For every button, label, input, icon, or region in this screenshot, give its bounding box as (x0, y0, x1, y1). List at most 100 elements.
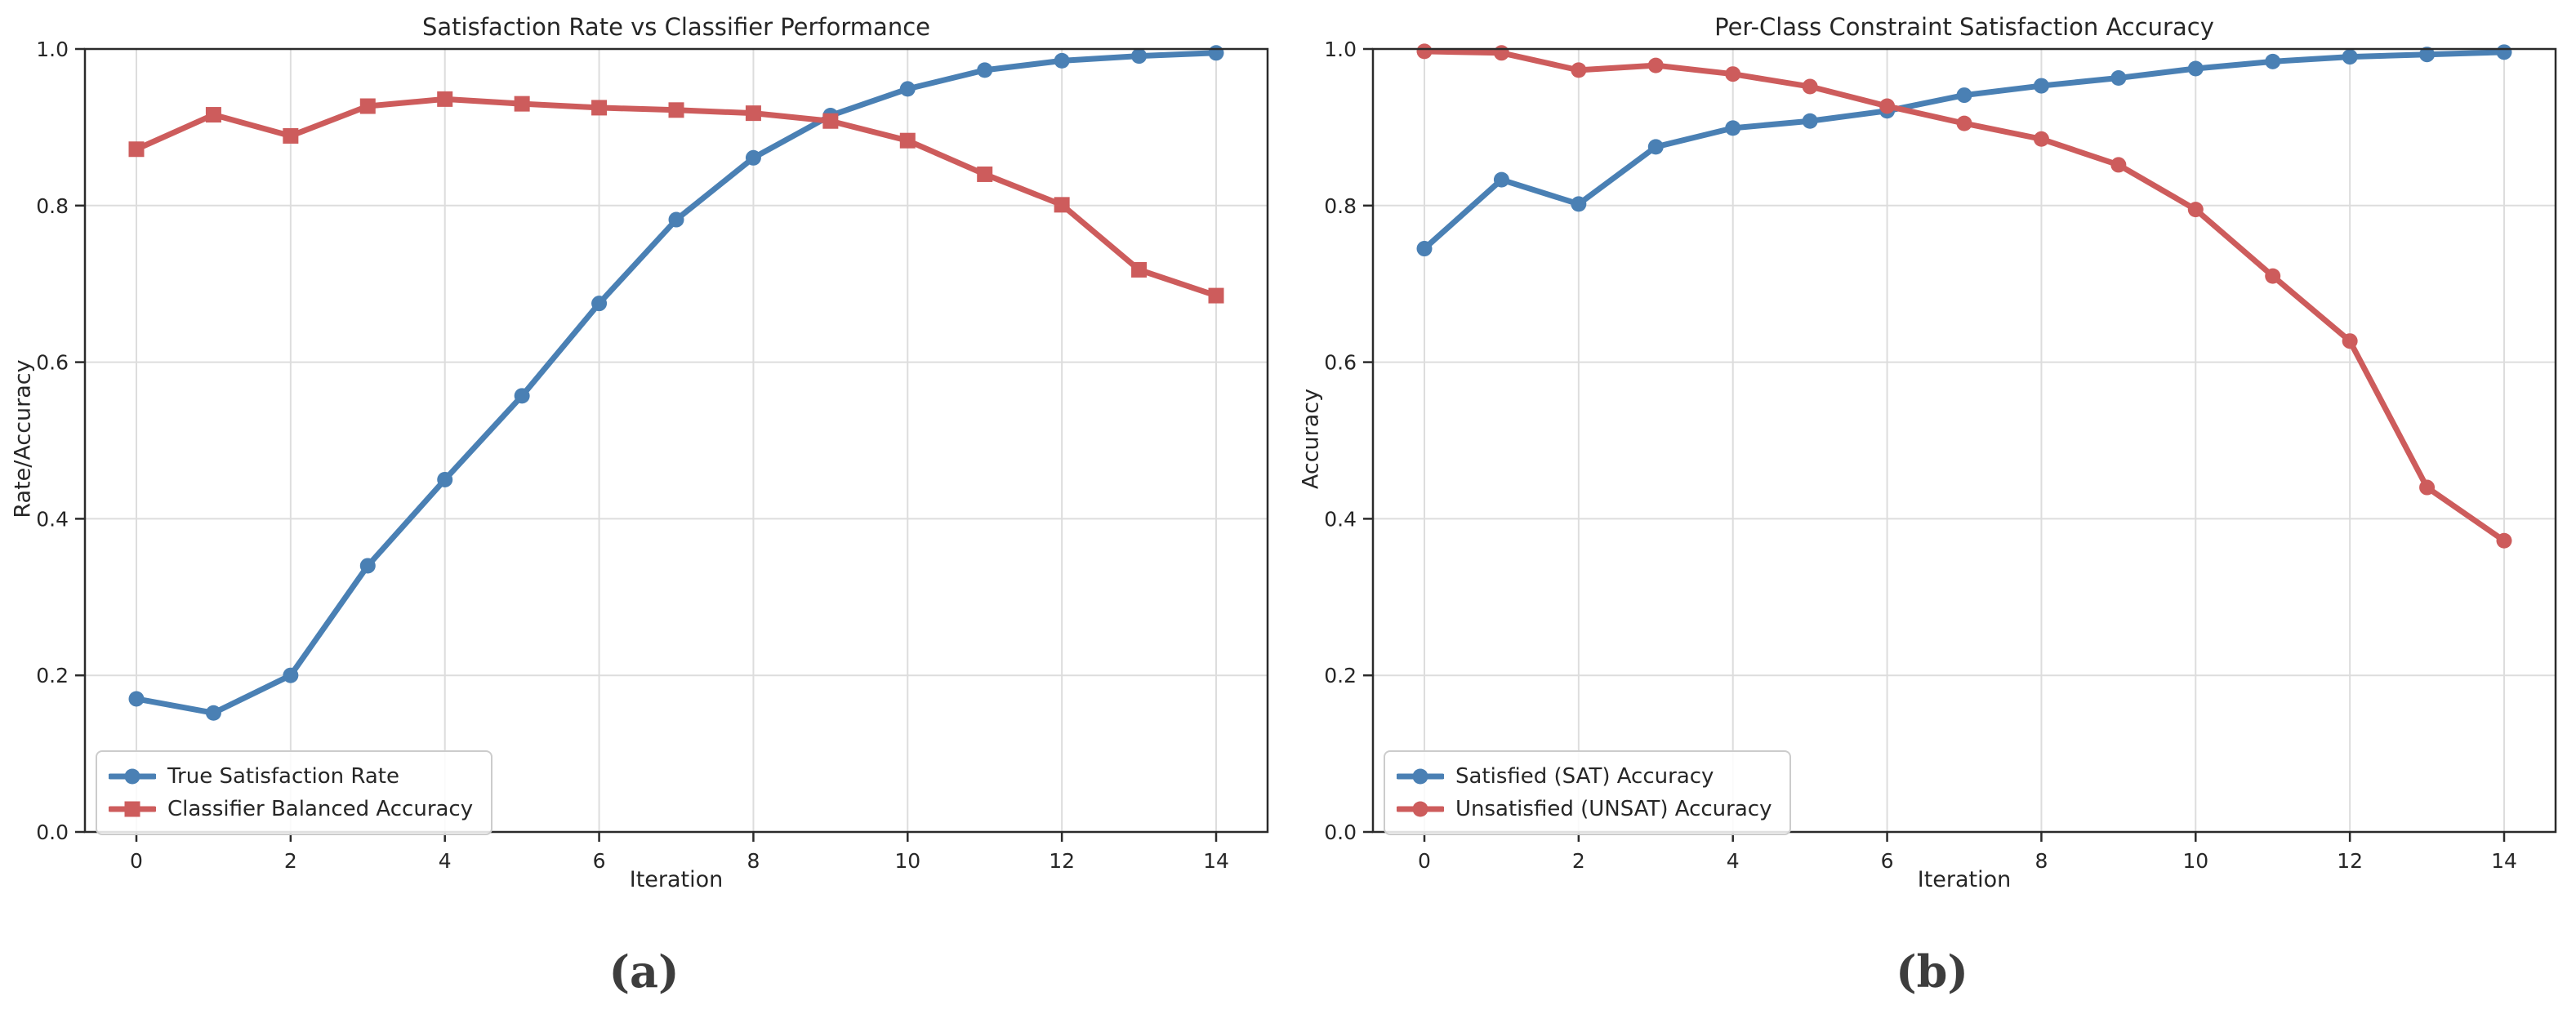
legend-marker (1412, 768, 1428, 785)
x-tick-label: 0 (1418, 849, 1431, 873)
series-marker (359, 98, 376, 114)
series-marker (514, 96, 530, 112)
series-marker (2342, 333, 2358, 349)
series-marker (1493, 45, 1509, 61)
series-marker (977, 166, 993, 182)
chart-panel-b: 0 2 4 6 8 10 12 14 0.0 0.2 0.4 0.6 0.8 1.0 Per-Class … (1288, 0, 2576, 1023)
series-marker (1131, 48, 1148, 64)
x-tick-label: 4 (439, 849, 452, 873)
legend-line-marker-icon (109, 801, 156, 817)
series-marker (2110, 69, 2127, 86)
series-marker (1054, 52, 1070, 69)
series-marker (205, 705, 221, 721)
series-marker (2033, 131, 2049, 147)
x-tick-label: 12 (2337, 849, 2363, 873)
series-marker (1131, 261, 1148, 278)
legend-marker (124, 801, 140, 817)
series-marker (1647, 139, 1664, 155)
series-marker (591, 296, 608, 312)
series-marker (1571, 196, 1587, 212)
y-tick-label: 0.4 (1324, 507, 1357, 531)
x-tick-label: 8 (747, 849, 760, 873)
legend-item: True Satisfaction Rate (109, 760, 473, 793)
series-marker (1571, 62, 1587, 78)
series-marker (2265, 268, 2281, 284)
subfigure-caption-b: (b) (1896, 945, 1968, 998)
series-marker (1956, 115, 1972, 131)
x-tick-label: 14 (1203, 849, 1229, 873)
x-tick-label: 2 (1572, 849, 1585, 873)
legend-line-marker-icon (109, 768, 156, 785)
plot-area-a: 0 2 4 6 8 10 12 14 0.0 0.2 0.4 0.6 0.8 1.0 (36, 38, 1269, 873)
series-marker (437, 471, 453, 487)
y-tick-label: 0.2 (1324, 664, 1357, 687)
legend-item: Classifier Balanced Accuracy (109, 793, 473, 825)
legend-marker (1412, 801, 1428, 817)
legend-b: Satisfied (SAT) Accuracy Unsatisfied (UN… (1384, 750, 1792, 835)
legend-label: True Satisfaction Rate (167, 764, 399, 789)
subfigure-caption-a: (a) (608, 945, 680, 998)
series-marker (1647, 57, 1664, 73)
series-marker (2342, 49, 2358, 65)
series-marker (1493, 171, 1509, 188)
series-marker (128, 691, 145, 707)
y-tick-label: 0.8 (36, 194, 69, 218)
legend-line-marker-icon (1397, 768, 1444, 785)
series-marker (359, 558, 376, 574)
axes-spines (83, 47, 1269, 834)
legend-label: Classifier Balanced Accuracy (167, 797, 474, 821)
x-tick-label: 6 (593, 849, 606, 873)
series-marker (668, 211, 684, 228)
series-marker (1416, 241, 1433, 257)
x-tick-label: 10 (2182, 849, 2208, 873)
series-marker (2110, 157, 2127, 173)
x-tick-label: 4 (1727, 849, 1740, 873)
series-marker (1802, 113, 1818, 129)
y-tick-label: 0.6 (36, 351, 69, 375)
x-tick-label: 2 (284, 849, 297, 873)
series-marker (668, 102, 684, 118)
y-tick-label: 0.8 (1324, 194, 1357, 218)
legend-item: Satisfied (SAT) Accuracy (1397, 760, 1772, 793)
legend-marker (124, 768, 140, 785)
series-marker (977, 62, 993, 78)
y-tick-label: 1.0 (1324, 38, 1357, 61)
y-axis-label-a: Rate/Accuracy (10, 359, 36, 518)
x-axis-label-a: Iteration (629, 867, 724, 892)
series-marker (1879, 98, 1896, 114)
y-tick-label: 0.4 (36, 507, 69, 531)
legend-line-marker-icon (1397, 801, 1444, 817)
y-tick-label: 0.2 (36, 664, 69, 687)
series-marker (1725, 66, 1741, 82)
axes-spines (1371, 47, 2557, 834)
x-axis-label-b: Iteration (1917, 867, 2012, 892)
series-marker (2496, 44, 2512, 60)
legend-a: True Satisfaction Rate Classifier Balanc… (96, 750, 493, 835)
x-tick-label: 0 (130, 849, 143, 873)
series-marker (514, 388, 530, 404)
y-axis-label-b: Accuracy (1298, 388, 1324, 490)
x-tick-label: 10 (894, 849, 920, 873)
x-tick-label: 14 (2491, 849, 2517, 873)
x-tick-label: 8 (2035, 849, 2048, 873)
legend-item: Unsatisfied (UNSAT) Accuracy (1397, 793, 1772, 825)
series-marker (1956, 87, 1972, 104)
legend-label: Satisfied (SAT) Accuracy (1455, 764, 1714, 789)
series-marker (2187, 60, 2204, 77)
y-tick-label: 0.6 (1324, 351, 1357, 375)
series-marker (745, 105, 761, 122)
series-marker (283, 667, 299, 683)
y-tick-label: 0.0 (36, 821, 69, 844)
series-marker (2033, 78, 2049, 94)
series-marker (591, 100, 608, 116)
series-marker (1054, 197, 1070, 213)
series-marker (1208, 287, 1224, 304)
series-marker (128, 141, 145, 158)
x-tick-label: 12 (1049, 849, 1075, 873)
series-marker (205, 107, 221, 123)
series-marker (283, 127, 299, 144)
series-marker (1802, 78, 1818, 95)
series-line (1421, 49, 2507, 252)
series-marker (2496, 532, 2512, 549)
series-marker (1208, 45, 1224, 61)
